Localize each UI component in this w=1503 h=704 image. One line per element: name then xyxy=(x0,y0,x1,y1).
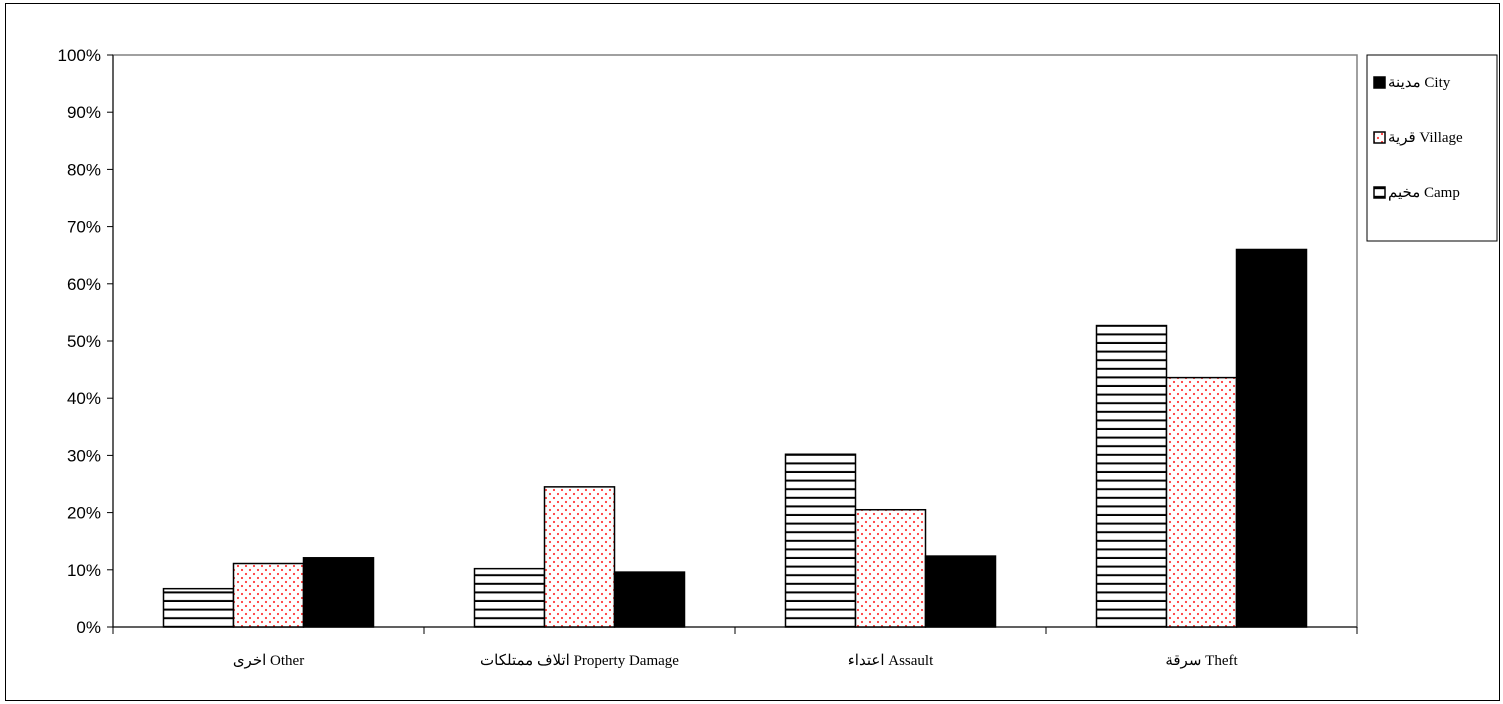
bar xyxy=(1235,248,1308,628)
bar xyxy=(854,508,927,628)
bar xyxy=(1165,376,1238,628)
legend-label: قرية Village xyxy=(1388,130,1463,146)
bar xyxy=(162,587,235,628)
legend-swatch xyxy=(1373,186,1386,199)
x-axis: اخرى Other اتلاف ممتلكات Property Damage ا… xyxy=(112,626,1358,669)
legend-label: مدينة City xyxy=(1388,75,1451,91)
x-category-label: اعتداء Assault xyxy=(848,653,934,669)
bar xyxy=(302,557,375,628)
y-tick-label: 50% xyxy=(67,332,101,351)
y-tick-label: 10% xyxy=(67,561,101,580)
chart-frame xyxy=(5,3,1500,701)
y-tick-label: 90% xyxy=(67,103,101,122)
bar xyxy=(543,486,616,628)
bar xyxy=(784,453,857,628)
y-axis: 0% 10% 20% 30% 40% 50% 60% 70% 80% 90% 100% xyxy=(58,46,114,637)
y-tick-label: 0% xyxy=(76,618,101,637)
legend: مدينة City قرية Village مخيم Camp xyxy=(1366,54,1498,242)
y-tick-label: 40% xyxy=(67,389,101,408)
legend-box xyxy=(1366,54,1498,242)
bar xyxy=(1095,324,1168,628)
y-tick-label: 70% xyxy=(67,218,101,237)
y-tick-label: 20% xyxy=(67,504,101,523)
legend-label: مخيم Camp xyxy=(1388,185,1460,201)
legend-swatch xyxy=(1373,131,1386,144)
bar xyxy=(473,567,546,628)
bar xyxy=(232,562,305,628)
bar xyxy=(613,571,686,628)
x-category-label: اخرى Other xyxy=(233,653,304,669)
x-category-label: اتلاف ممتلكات Property Damage xyxy=(480,653,679,669)
y-tick-label: 60% xyxy=(67,275,101,294)
y-tick-label: 30% xyxy=(67,446,101,465)
legend-swatch xyxy=(1373,76,1386,89)
x-category-label: سرقة Theft xyxy=(1165,653,1238,669)
y-tick-label: 100% xyxy=(58,46,101,65)
bar xyxy=(924,555,997,628)
bars xyxy=(162,248,1308,628)
y-tick-label: 80% xyxy=(67,160,101,179)
